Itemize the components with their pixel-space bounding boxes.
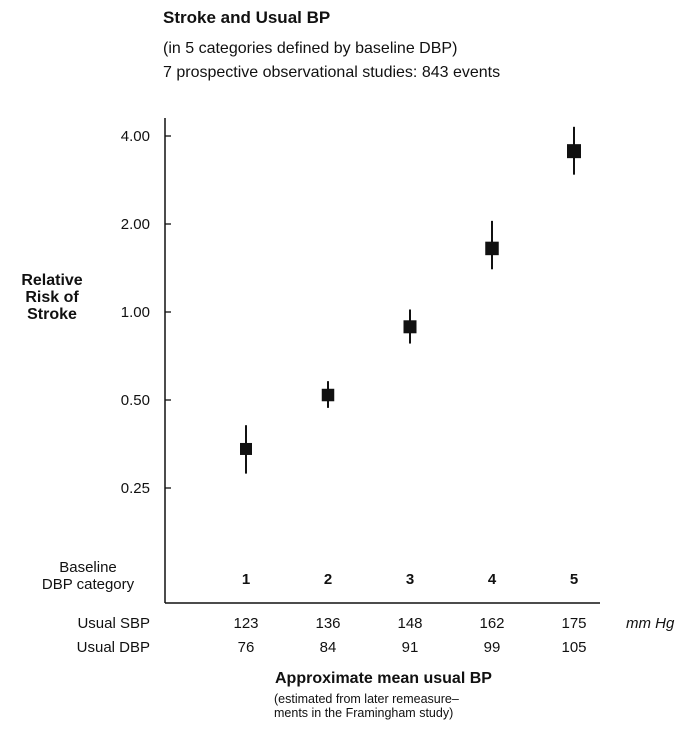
usual-dbp-value: 99	[484, 639, 501, 656]
y-axis-label-line-2: Risk of	[25, 289, 79, 306]
y-axis-label-line-1: Relative	[21, 272, 83, 289]
data-point	[485, 241, 499, 256]
y-tick-label: 4.00	[121, 128, 150, 145]
baseline-row-label-line-2: DBP category	[41, 576, 135, 593]
y-tick-label: 0.25	[121, 480, 150, 497]
y-tick-label: 1.00	[121, 304, 150, 321]
x-axis-label: Approximate mean usual BP	[275, 670, 492, 687]
baseline-row-label: Baseline DBP category	[18, 559, 158, 593]
chart-subtitle-line-2: 7 prospective observational studies: 843…	[163, 64, 501, 81]
x-axis-note-line-2: ments in the Framingham study)	[274, 706, 454, 720]
y-ticks: 0.25 0.50 1.00 2.00 4.00	[121, 128, 171, 497]
chart-title: Stroke and Usual BP	[163, 8, 331, 27]
category-label: 5	[570, 571, 578, 588]
usual-sbp-value: 162	[479, 615, 504, 632]
usual-dbp-label: Usual DBP	[77, 639, 150, 656]
category-label: 1	[242, 571, 250, 588]
data-point	[240, 442, 252, 455]
category-label: 2	[324, 571, 332, 588]
usual-sbp-value: 136	[315, 615, 340, 632]
usual-sbp-value: 175	[561, 615, 586, 632]
data-point	[403, 320, 417, 334]
usual-sbp-value: 148	[397, 615, 422, 632]
data-point	[321, 388, 335, 402]
y-axis-label: Relative Risk of Stroke	[4, 272, 100, 323]
y-tick-label: 0.50	[121, 392, 150, 409]
axes	[164, 118, 600, 604]
unit-label: mm Hg	[626, 615, 675, 632]
bp-rows: Usual SBP Usual DBP 123 136 148 162 175 76 84 91 9…	[77, 615, 675, 656]
data-points	[240, 126, 581, 474]
x-axis-note-line-1: (estimated from later remeasure–	[274, 692, 459, 706]
category-label: 3	[406, 571, 414, 588]
category-label: 4	[488, 571, 497, 588]
usual-dbp-value: 76	[238, 639, 255, 656]
y-tick-label: 2.00	[121, 216, 150, 233]
category-labels: 1 2 3 4 5	[242, 571, 578, 588]
x-axis-note: (estimated from later remeasure– ments i…	[274, 692, 459, 720]
usual-dbp-value: 91	[402, 639, 419, 656]
usual-sbp-label: Usual SBP	[77, 615, 150, 632]
y-axis-label-line-3: Stroke	[27, 306, 77, 323]
usual-dbp-value: 105	[561, 639, 586, 656]
baseline-row-label-line-1: Baseline	[59, 559, 117, 576]
usual-dbp-value: 84	[320, 639, 337, 656]
chart-subtitle-line-1: (in 5 categories defined by baseline DBP…	[163, 40, 458, 57]
usual-sbp-value: 123	[233, 615, 258, 632]
data-point	[567, 144, 581, 159]
